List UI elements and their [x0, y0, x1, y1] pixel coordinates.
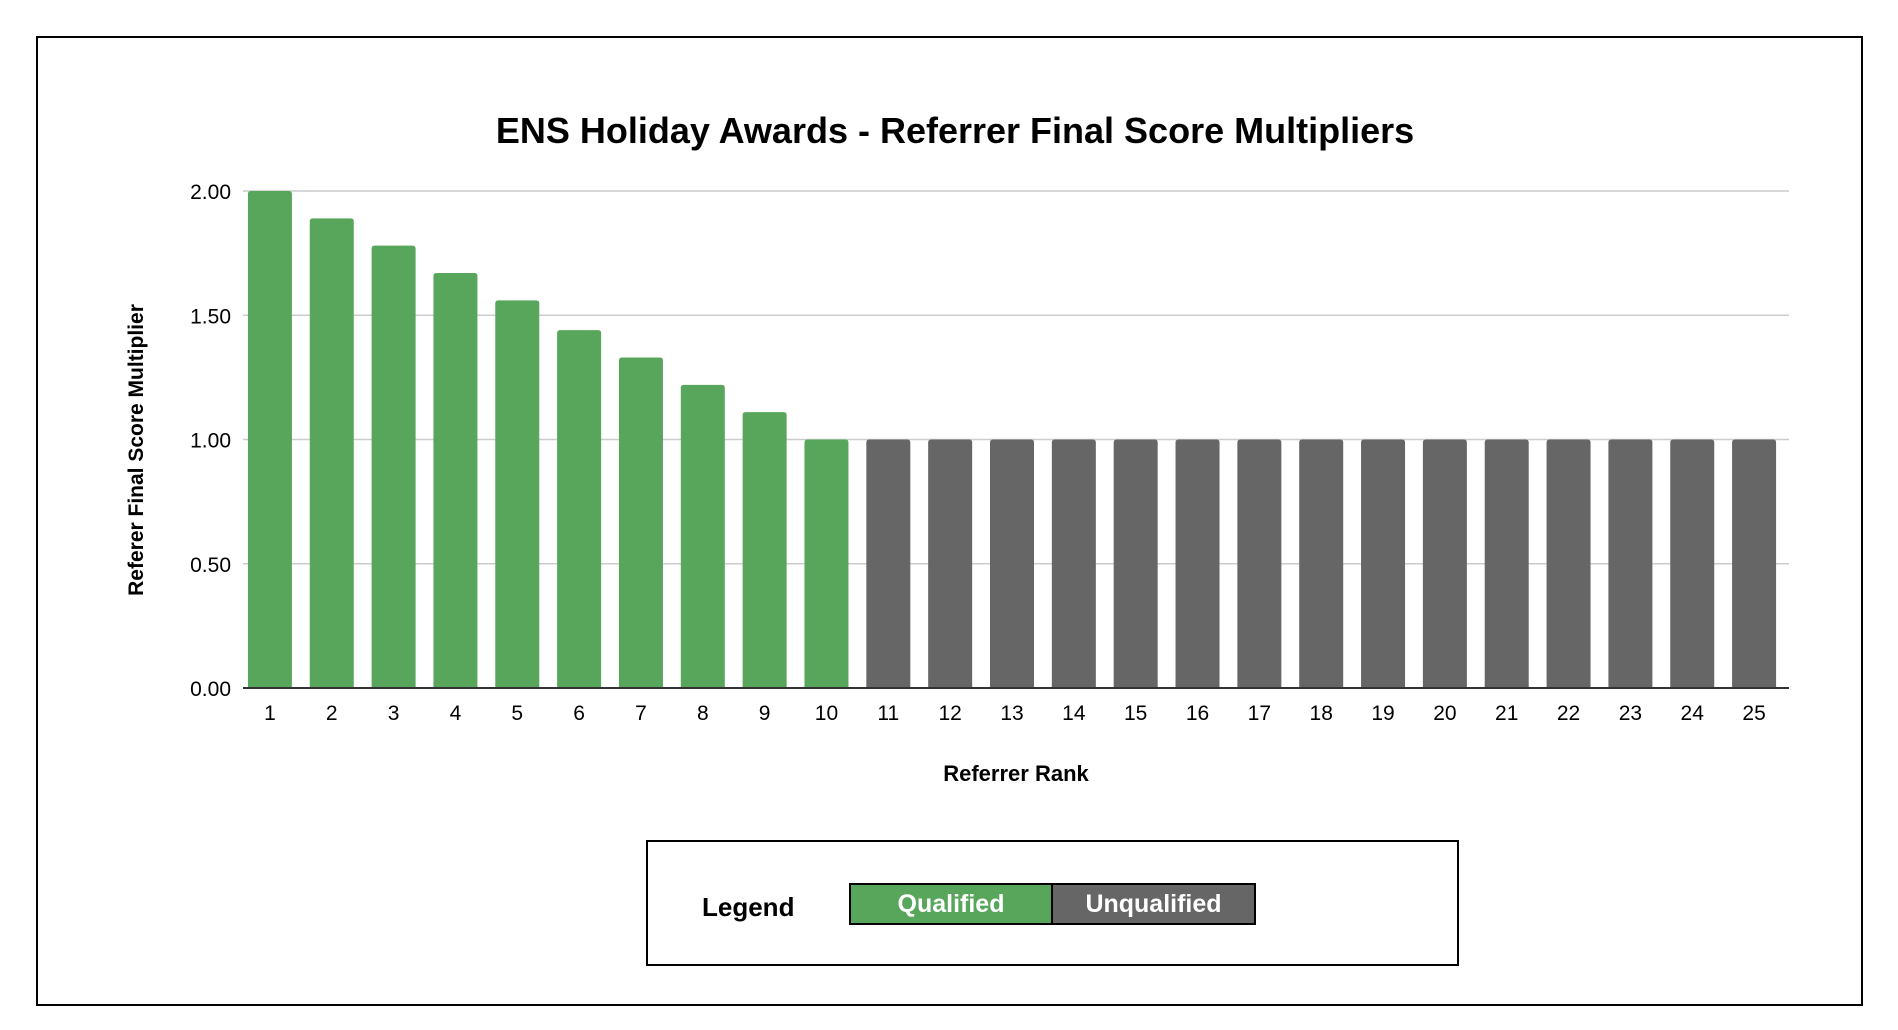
x-tick-label: 15: [1124, 702, 1147, 725]
bar: [618, 357, 663, 688]
bar: [1299, 439, 1344, 688]
y-tick-label: 1.00: [190, 430, 231, 453]
bar: [433, 273, 478, 688]
bar: [804, 439, 849, 688]
chart-frame: [36, 36, 1863, 1006]
bar: [495, 300, 540, 688]
x-tick-label: 14: [1062, 702, 1086, 725]
y-axis-title: Referer Final Score Multiplier: [125, 304, 148, 596]
x-tick-label: 8: [697, 702, 709, 725]
x-tick-label: 1: [264, 702, 276, 725]
legend: Legend Qualified Unqualified: [646, 840, 1459, 966]
legend-item-unqualified: Unqualified: [1051, 883, 1256, 925]
bar: [1361, 439, 1406, 688]
bar: [1732, 439, 1777, 688]
x-tick-label: 12: [938, 702, 961, 725]
x-tick-label: 11: [877, 702, 899, 725]
x-tick-label: 25: [1742, 702, 1765, 725]
x-axis-title: Referrer Rank: [943, 761, 1089, 786]
bar: [680, 384, 725, 688]
chart-title: ENS Holiday Awards - Referrer Final Scor…: [496, 110, 1414, 151]
x-tick-label: 22: [1557, 702, 1580, 725]
x-tick-label: 17: [1248, 702, 1271, 725]
x-tick-label: 7: [635, 702, 647, 725]
bar: [557, 330, 602, 688]
bar: [742, 412, 787, 688]
x-tick-label: 23: [1619, 702, 1642, 725]
bar: [309, 218, 354, 688]
bar: [990, 439, 1034, 688]
bar: [1113, 439, 1158, 688]
y-tick-label: 1.50: [190, 305, 231, 328]
x-tick-label: 3: [388, 702, 400, 725]
bar: [1608, 439, 1653, 688]
x-tick-label: 18: [1310, 702, 1333, 725]
y-tick-label: 0.50: [190, 554, 231, 577]
x-tick-label: 10: [815, 702, 838, 725]
x-tick-label: 16: [1186, 702, 1209, 725]
x-tick-label: 21: [1495, 702, 1518, 725]
x-tick-label: 5: [511, 702, 523, 725]
bar: [247, 191, 292, 688]
bar: [1546, 439, 1591, 688]
bar: [371, 245, 416, 689]
x-tick-label: 20: [1433, 702, 1456, 725]
x-tick-label: 6: [573, 702, 585, 725]
bar: [1484, 439, 1529, 688]
x-tick-label: 13: [1000, 702, 1023, 725]
x-tick-label: 9: [759, 702, 771, 725]
x-tick-label: 19: [1371, 702, 1394, 725]
bar: [1051, 439, 1096, 688]
bar: [1422, 439, 1467, 688]
bar: [928, 439, 973, 688]
legend-item-qualified: Qualified: [849, 883, 1053, 925]
bar: [866, 439, 911, 688]
x-tick-label: 24: [1681, 702, 1705, 725]
y-tick-label: 2.00: [190, 181, 231, 204]
legend-title: Legend: [702, 892, 795, 922]
bar: [1237, 439, 1282, 688]
bar: [1670, 439, 1715, 688]
bar: [1175, 439, 1220, 688]
y-tick-label: 0.00: [190, 678, 231, 701]
x-tick-label: 2: [326, 702, 338, 725]
x-tick-label: 4: [450, 702, 462, 725]
